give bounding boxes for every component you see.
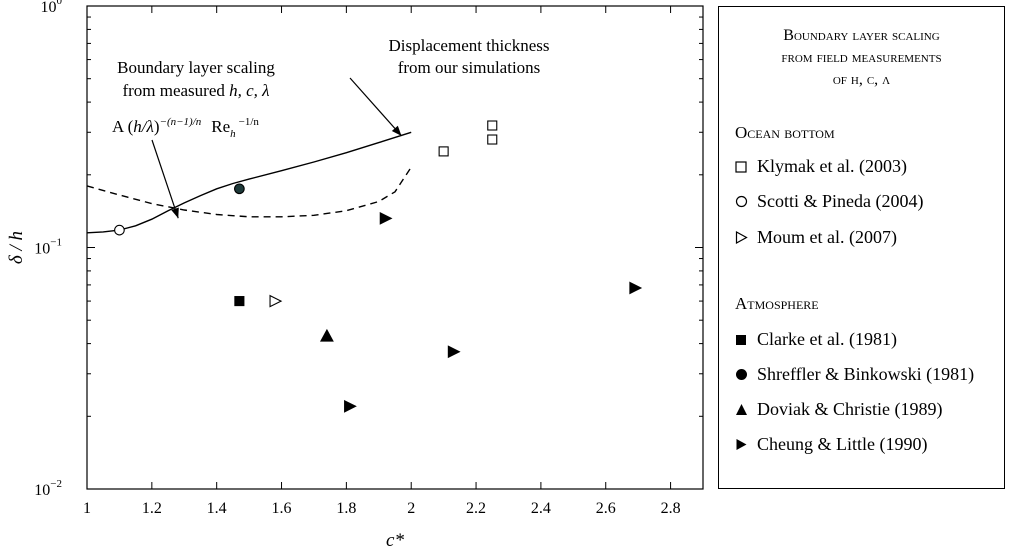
open-square-icon [735, 160, 757, 173]
y-tick-label: 100 [41, 0, 63, 16]
data-point-circle-filled [234, 183, 245, 195]
x-tick-label: 1.8 [336, 500, 356, 517]
legend-item-label: Shreffler & Binkowski (1981) [757, 364, 975, 384]
legend-item-cheung: Cheung & Little (1990) [735, 434, 927, 455]
data-point-circle-open [114, 224, 125, 236]
bl-annotation-line2: from measured h, c, λ [122, 81, 269, 100]
legend-item-label: Doviak & Christie (1989) [757, 399, 943, 419]
x-axis-label: c* [386, 530, 404, 551]
x-tick-label: 2.2 [466, 500, 486, 517]
x-tick-label: 1 [83, 500, 91, 517]
legend-item-doviak: Doviak & Christie (1989) [735, 399, 942, 420]
bl-annotation-line1: Boundary layer scaling [117, 58, 275, 77]
formula-annotation: A (h/λ)−(n−1)/n Reh−1/n [112, 116, 259, 140]
axes: 1 1.2 1.4 1.6 1.8 2 2.2 2.4 2.6 2.8 10−2 10−1 100 c* δ… [6, 0, 704, 551]
y-tick-label: 10−1 [34, 237, 62, 258]
open-triangle-right-icon [735, 231, 757, 244]
scatter-plot: 1 1.2 1.4 1.6 1.8 2 2.2 2.4 2.6 2.8 10−2 10−1 100 c* δ… [6, 0, 704, 551]
legend-item-label: Scotti & Pineda (2004) [757, 191, 924, 211]
legend: Boundary layer scaling from field measur… [718, 6, 1005, 489]
data-point-triangle-up-filled [319, 328, 334, 342]
open-circle-icon [735, 195, 757, 208]
y-axis-label: δ / h [6, 231, 27, 264]
legend-item-scotti: Scotti & Pineda (2004) [735, 191, 923, 212]
data-point-triangle-right-filled [629, 281, 643, 295]
filled-circle-icon [735, 368, 757, 381]
legend-item-moum: Moum et al. (2007) [735, 227, 897, 248]
filled-triangle-right-icon [735, 438, 757, 451]
annotations: Displacement thickness from our simulati… [112, 36, 550, 140]
legend-title-line2: from field measurements [781, 49, 942, 66]
data-point-square-open [487, 120, 498, 131]
sim-arrow-head [391, 125, 402, 136]
legend-title-line3: of h, c, λ [832, 71, 891, 88]
scaling-curve-dashed [86, 166, 412, 218]
formula-arrow-head [171, 207, 179, 219]
simulation-curve-solid [86, 131, 412, 234]
x-tick-label: 1.2 [142, 500, 162, 517]
y-tick-label: 10−2 [34, 478, 62, 499]
data-point-square-open [487, 134, 498, 145]
x-tick-label: 1.6 [272, 500, 292, 517]
sim-annotation-line2: from our simulations [398, 58, 541, 77]
legend-item-shreffler: Shreffler & Binkowski (1981) [735, 364, 974, 385]
sim-annotation-line1: Displacement thickness [389, 36, 550, 55]
x-tick-label: 1.4 [207, 500, 227, 517]
data-point-square-open [438, 146, 449, 157]
legend-item-clarke: Clarke et al. (1981) [735, 329, 897, 350]
legend-item-label: Clarke et al. (1981) [757, 329, 897, 349]
data-point-square-filled [234, 296, 245, 307]
data-point-triangle-right-filled [447, 345, 461, 359]
x-tick-label: 2.8 [661, 500, 681, 517]
data-point-triangle-right-filled [379, 211, 393, 225]
legend-item-klymak: Klymak et al. (2003) [735, 156, 907, 177]
x-tick-label: 2.6 [596, 500, 616, 517]
legend-group-atmosphere: Atmosphere [735, 294, 819, 313]
data-points [114, 120, 643, 413]
filled-triangle-up-icon [735, 403, 757, 416]
x-tick-label: 2 [407, 500, 415, 517]
legend-group-ocean: Ocean bottom [735, 123, 835, 142]
sim-arrow [349, 77, 402, 137]
legend-item-label: Klymak et al. (2003) [757, 156, 907, 176]
legend-item-label: Moum et al. (2007) [757, 227, 897, 247]
legend-item-label: Cheung & Little (1990) [757, 434, 928, 454]
x-tick-label: 2.4 [531, 500, 551, 517]
data-point-triangle-right-filled [344, 399, 357, 413]
data-point-triangle-right-open [269, 294, 283, 308]
legend-title-line1: Boundary layer scaling [783, 27, 940, 44]
plot-frame [86, 5, 704, 490]
filled-square-icon [735, 334, 757, 346]
curves [86, 77, 412, 234]
formula-arrow [151, 139, 179, 219]
